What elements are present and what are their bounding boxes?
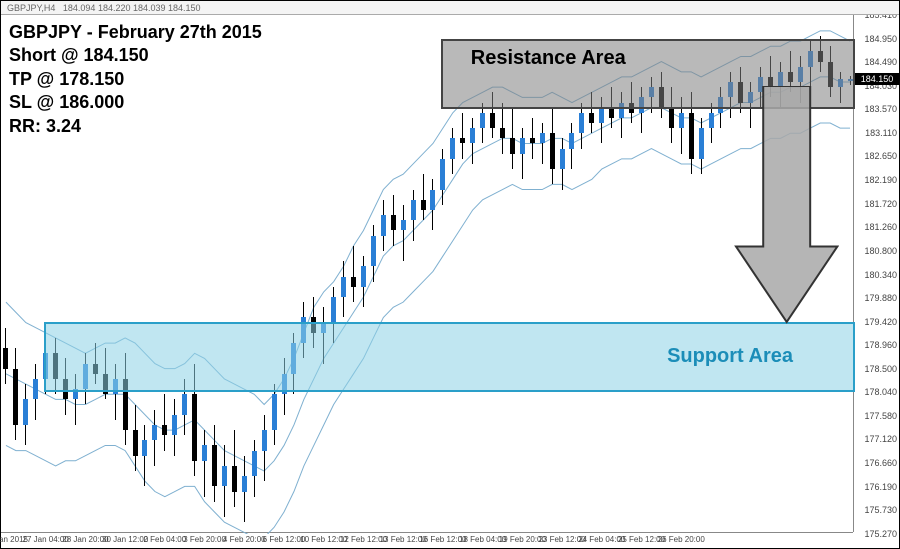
y-tick: 179.420 xyxy=(855,317,897,327)
info-short: Short @ 184.150 xyxy=(9,44,262,67)
y-tick: 182.190 xyxy=(855,175,897,185)
x-tick: 26 Feb 20:00 xyxy=(658,535,705,544)
x-tick: 4 Feb 20:00 xyxy=(223,535,266,544)
y-tick: 183.110 xyxy=(855,128,897,138)
y-tick: 180.340 xyxy=(855,270,897,280)
y-tick: 178.040 xyxy=(855,387,897,397)
x-tick: 6 Feb 12:00 xyxy=(263,535,306,544)
info-tp: TP @ 178.150 xyxy=(9,68,262,91)
y-tick: 175.270 xyxy=(855,529,897,539)
y-tick: 176.660 xyxy=(855,458,897,468)
resistance-label: Resistance Area xyxy=(471,47,626,70)
y-tick: 178.500 xyxy=(855,364,897,374)
y-tick: 179.880 xyxy=(855,293,897,303)
y-tick: 176.190 xyxy=(855,482,897,492)
current-price-marker: 184.150 xyxy=(855,73,899,85)
y-tick: 180.800 xyxy=(855,246,897,256)
x-tick: 3 Feb 20:00 xyxy=(183,535,226,544)
x-tick: 30 Jan 12:00 xyxy=(102,535,148,544)
y-tick: 184.950 xyxy=(855,34,897,44)
support-label: Support Area xyxy=(667,345,793,368)
y-tick: 175.730 xyxy=(855,505,897,515)
y-tick: 178.960 xyxy=(855,340,897,350)
trade-info-box: GBPJPY - February 27th 2015 Short @ 184.… xyxy=(9,21,262,138)
x-axis: 23 Jan 201527 Jan 04:0028 Jan 20:0030 Ja… xyxy=(1,532,853,548)
y-axis: 185.410184.950184.490184.030183.570183.1… xyxy=(853,15,899,532)
y-tick: 182.650 xyxy=(855,151,897,161)
x-tick: 2 Feb 04:00 xyxy=(143,535,186,544)
ohlc-label: 184.094 184.220 184.039 184.150 xyxy=(63,3,201,13)
y-tick: 181.260 xyxy=(855,222,897,232)
info-title: GBPJPY - February 27th 2015 xyxy=(9,21,262,44)
y-tick: 183.570 xyxy=(855,104,897,114)
y-tick: 181.720 xyxy=(855,199,897,209)
y-tick: 177.120 xyxy=(855,434,897,444)
info-sl: SL @ 186.000 xyxy=(9,91,262,114)
y-tick: 177.580 xyxy=(855,411,897,421)
down-arrow-icon xyxy=(734,86,839,326)
header-bar: GBPJPY,H4 184.094 184.220 184.039 184.15… xyxy=(1,1,899,15)
y-tick: 184.490 xyxy=(855,57,897,67)
info-rr: RR: 3.24 xyxy=(9,115,262,138)
symbol-label: GBPJPY,H4 xyxy=(7,3,55,13)
